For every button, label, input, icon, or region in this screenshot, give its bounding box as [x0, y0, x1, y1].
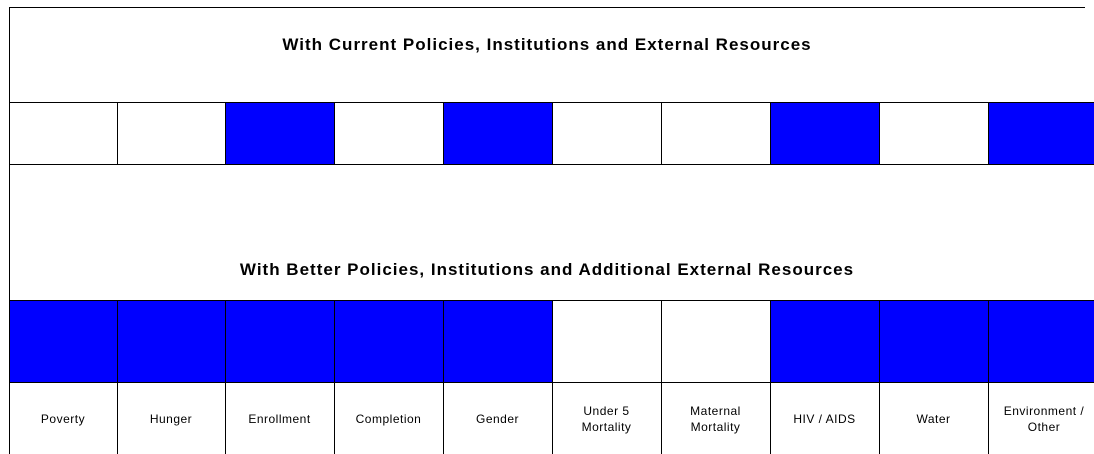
goal-label: Completion — [355, 411, 422, 426]
goal-label: HIV / AIDS — [793, 411, 856, 426]
status-cell — [661, 102, 771, 165]
goal-label: Poverty — [40, 411, 86, 426]
label-divider — [117, 383, 118, 454]
goal-label: Environment / Other — [1003, 403, 1085, 434]
status-cell — [879, 102, 989, 165]
status-cell — [443, 300, 553, 383]
label-divider — [552, 383, 553, 454]
goal-label: Enrollment — [248, 411, 311, 426]
goal-label: Hunger — [149, 411, 193, 426]
status-cell — [552, 102, 662, 165]
label-divider — [661, 383, 662, 454]
status-cell — [117, 102, 226, 165]
label-divider — [334, 383, 335, 454]
label-divider — [9, 383, 10, 454]
status-cell — [552, 300, 662, 383]
status-cell — [9, 300, 118, 383]
status-cell — [225, 102, 335, 165]
left-border — [9, 7, 10, 454]
status-cell — [334, 102, 444, 165]
top-border — [9, 7, 1085, 8]
label-divider — [770, 383, 771, 454]
status-cell — [443, 102, 553, 165]
status-cell — [661, 300, 771, 383]
status-cell — [770, 300, 880, 383]
label-divider — [879, 383, 880, 454]
status-cell — [770, 102, 880, 165]
status-cell — [334, 300, 444, 383]
status-cell — [879, 300, 989, 383]
status-cell — [988, 300, 1094, 383]
label-divider — [988, 383, 989, 454]
label-divider — [443, 383, 444, 454]
goal-label: Under 5 Mortality — [581, 403, 632, 434]
status-cell — [117, 300, 226, 383]
goal-label: Gender — [475, 411, 520, 426]
row-title: With Current Policies, Institutions and … — [282, 35, 812, 54]
status-cell — [988, 102, 1094, 165]
label-divider — [225, 383, 226, 454]
goal-label: Maternal Mortality — [690, 403, 741, 434]
status-cell — [225, 300, 335, 383]
row-title: With Better Policies, Institutions and A… — [239, 260, 855, 279]
status-cell — [9, 102, 118, 165]
goal-label: Water — [916, 411, 951, 426]
